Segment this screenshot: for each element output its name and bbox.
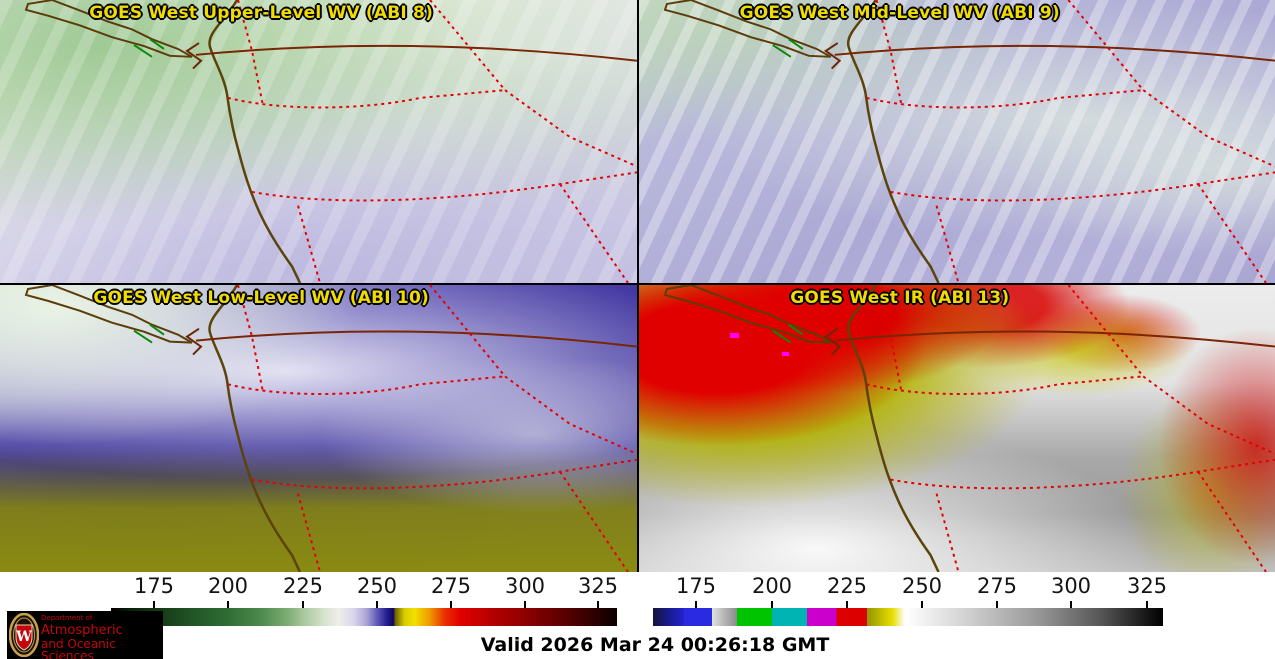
coldest-cloud-top-marker xyxy=(730,333,739,338)
wv-tick-label: 275 xyxy=(430,574,472,598)
panel-title-mid-wv: GOES West Mid-Level WV (ABI 9) xyxy=(739,3,1060,23)
panel-low-level-wv: GOES West Low-Level WV (ABI 10) xyxy=(0,285,637,572)
wv-colorbar xyxy=(111,608,617,626)
panel-title-low-wv: GOES West Low-Level WV (ABI 10) xyxy=(93,288,429,308)
map-borders-overlay xyxy=(663,0,1275,283)
ir-tick-label: 175 xyxy=(675,574,717,598)
panel-ir: GOES West IR (ABI 13) xyxy=(639,285,1275,572)
ir-tick-label: 275 xyxy=(976,574,1018,598)
svg-text:W: W xyxy=(15,629,32,645)
wv-tick-label: 300 xyxy=(504,574,546,598)
panel-mid-level-wv: GOES West Mid-Level WV (ABI 9) xyxy=(639,0,1275,283)
logo-department-line: Department of xyxy=(41,614,93,622)
ir-tick-label: 325 xyxy=(1126,574,1168,598)
uw-aos-logo-text: Department of Atmospheric and Oceanic Sc… xyxy=(41,615,163,659)
valid-timestamp: Valid 2026 Mar 24 00:26:18 GMT xyxy=(480,634,830,656)
wv-tick-label: 250 xyxy=(356,574,398,598)
logo-atmospheric-line: Atmospheric xyxy=(41,623,123,638)
panel-title-ir: GOES West IR (ABI 13) xyxy=(790,288,1010,308)
uw-aos-logo: W Department of Atmospheric and Oceanic … xyxy=(7,611,163,659)
map-borders-overlay xyxy=(24,0,637,283)
ir-tick-label: 225 xyxy=(826,574,868,598)
wv-tick-label: 325 xyxy=(577,574,619,598)
panel-upper-level-wv: GOES West Upper-Level WV (ABI 8) xyxy=(0,0,637,283)
ir-tick-label: 300 xyxy=(1050,574,1092,598)
legend-bar: 175 200 225 250 275 300 325 175 200 225 … xyxy=(0,572,1275,659)
map-borders-overlay xyxy=(663,285,1275,572)
coldest-cloud-top-marker xyxy=(782,352,789,356)
map-borders-overlay xyxy=(24,285,637,572)
ir-tick-label: 200 xyxy=(751,574,793,598)
wv-tick-label: 225 xyxy=(282,574,324,598)
panel-title-upper-wv: GOES West Upper-Level WV (ABI 8) xyxy=(89,3,434,23)
logo-oceanic-line: and Oceanic Sciences xyxy=(41,637,116,659)
ir-colorbar xyxy=(653,608,1163,626)
wv-tick-label: 175 xyxy=(133,574,175,598)
uw-crest-icon: W xyxy=(9,613,39,657)
wv-tick-label: 200 xyxy=(207,574,249,598)
ir-tick-label: 250 xyxy=(901,574,943,598)
